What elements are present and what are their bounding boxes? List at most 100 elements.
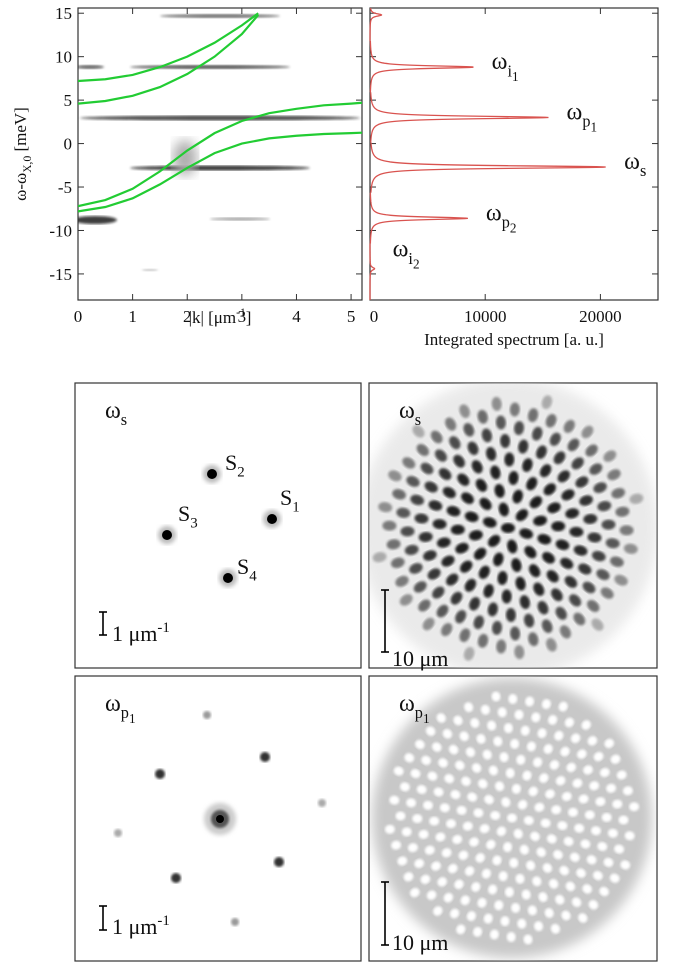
lattice-cell [565,881,576,892]
lattice-cell [597,500,612,512]
lattice-cell [384,824,395,834]
lattice-cell [546,638,557,652]
lattice-cell [427,771,438,781]
lattice-cell [614,574,628,586]
lattice-cell [432,519,447,530]
label-part: S [225,450,237,475]
label-part: ω-ω [11,173,30,201]
spectrum-peak [369,192,468,244]
lattice-cell [378,502,393,513]
lattice-cell [533,515,548,526]
lattice-cell [456,805,467,815]
lattice-cell [559,625,571,639]
lattice-cell [587,532,602,543]
plot-frame [77,7,363,301]
lattice-cell [544,908,554,918]
label-part: p [582,112,590,131]
lattice-cell [498,871,508,882]
lattice-cell [587,736,598,746]
lattice-cell [477,409,488,424]
y-tick-label: 10 [55,48,72,67]
lattice-cell [560,557,574,570]
lattice-cell [557,470,570,483]
lattice-cell [399,594,413,606]
lattice-cell [425,726,436,736]
lattice-cell [464,866,475,876]
label: |k| [μm-1] [189,306,252,327]
label: ωp2 [486,200,517,235]
lattice-cell [490,465,501,480]
lattice-cell [391,840,402,850]
lattice-cell [546,570,559,583]
lattice-cell [581,425,594,439]
lattice-cell [442,728,453,739]
lattice-cell [482,749,492,760]
label: 1 μm-1 [112,620,170,646]
lattice-cell [436,537,451,548]
lattice-cell [629,493,644,504]
lattice-cell [458,850,469,860]
x-tick-label: 2 [183,307,192,326]
lattice-cell [433,787,444,797]
lattice-cell [467,441,479,456]
lattice-cell [404,544,419,556]
label-part: s [415,410,421,429]
label-part: 10 μm [392,646,448,671]
lattice-cell [584,810,595,820]
y-tick-label: -10 [49,221,72,240]
x-tick-label: 1 [128,307,137,326]
density-map [78,14,360,271]
lattice-cell [409,887,420,898]
lattice-cell [501,589,512,604]
lattice-cell [390,557,405,569]
lattice-cell [531,712,541,723]
lattice-cell [495,781,505,792]
lattice-cell [506,932,516,942]
label-part: ω [567,100,583,126]
lattice-cell [478,565,490,579]
lattice-cell [555,776,566,786]
lattice-cell [412,425,425,438]
lattice-cell [416,784,427,795]
lattice-cell [435,832,446,842]
lattice-cell [517,918,527,929]
lattice-cell [448,744,459,755]
label: ωp1 [105,691,136,726]
label: 1 μm-1 [112,913,170,939]
lattice-cell [583,765,593,775]
lattice-cell [603,450,617,462]
lattice-cell [528,564,541,578]
lattice-cell [526,860,536,871]
lattice-cell [519,595,531,610]
lattice-cell [591,618,604,631]
lattice-cell [570,733,581,744]
lattice-cell [532,876,542,887]
label: ωi1 [492,49,519,84]
lattice-cell [413,581,427,593]
lattice-cell [610,754,621,764]
spectrum-peak [370,142,606,193]
lattice-cell [455,610,467,624]
lattice-cell [519,844,529,855]
spectrum-peak [369,243,376,300]
lattice-cell [543,744,553,754]
lattice-cell [475,853,485,863]
lattice-cell [382,520,397,531]
label-part: p [502,213,510,232]
lattice-cell [471,460,483,474]
lattice-cell [491,691,501,702]
lattice-cell [407,843,418,853]
real-space-pattern [369,383,657,668]
lattice-cell [523,815,534,826]
lattice-cell [487,720,497,731]
lattice-cell [516,754,526,765]
lattice-cell [503,723,513,734]
lattice-cell [469,837,479,847]
lattice-cell [510,738,520,749]
lattice-cell [393,766,404,776]
lattice-cell [429,816,440,826]
dispersion-line [78,101,362,208]
lattice-cell [415,739,425,750]
lattice-cell [424,481,438,493]
label: ω-ωX,0 [meV] [11,107,34,201]
